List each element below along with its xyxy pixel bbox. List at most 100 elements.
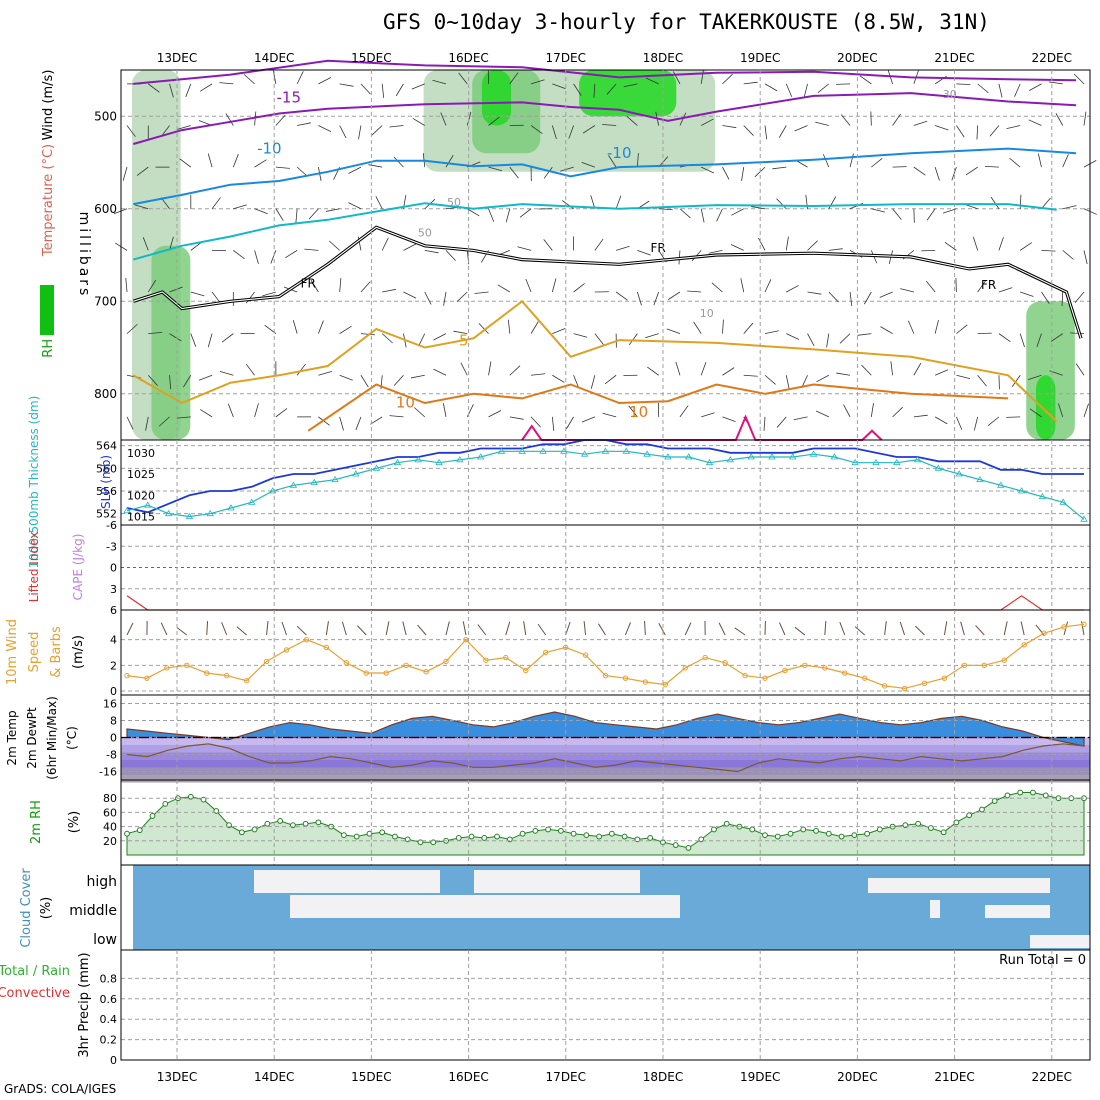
wind-barb	[807, 240, 818, 251]
wind-barb	[815, 410, 829, 418]
wind-barb	[232, 153, 239, 168]
precip-tick-label: 0.2	[100, 1034, 118, 1047]
wind-barb	[1083, 403, 1089, 418]
thickness-point	[747, 453, 755, 460]
wind-barb	[693, 321, 702, 334]
wind-speed-point	[582, 652, 589, 658]
wind-barb	[839, 333, 851, 344]
wind-barb	[254, 208, 268, 215]
thickness-point	[310, 478, 318, 485]
wind-barb	[519, 208, 532, 218]
top-day-label: 22DEC	[1032, 51, 1072, 65]
wind-barb	[254, 403, 259, 417]
rh-point	[417, 839, 424, 846]
thickness-point	[227, 504, 235, 511]
rh-point	[787, 830, 794, 837]
wind-speed-point	[622, 675, 629, 681]
wind-barb	[474, 291, 489, 294]
temp-band	[121, 745, 1090, 753]
wind-barb-10m	[356, 625, 367, 636]
wind-barb	[880, 326, 893, 334]
wind-barb	[913, 166, 926, 176]
wind-barb-10m	[975, 625, 985, 636]
wind-barb	[530, 321, 539, 334]
wind-barb	[1058, 403, 1064, 417]
wind-barb-10m	[1003, 621, 1008, 636]
wind-speed-point	[822, 665, 828, 671]
wind-barb-10m	[296, 625, 307, 636]
wind-barb	[786, 333, 800, 340]
wind-barb	[190, 241, 203, 251]
wind-barb	[637, 249, 651, 256]
wind-barb	[445, 154, 454, 168]
wind-barb-10m	[824, 621, 827, 636]
wind-barb	[666, 328, 681, 335]
wind-speed-point	[921, 680, 928, 686]
wind-barb	[708, 249, 723, 254]
wind-barb	[722, 367, 735, 376]
slp-tick-label: 1020	[127, 489, 155, 502]
contour-label: 50	[418, 227, 432, 240]
thickness-point	[144, 501, 152, 508]
wind-barb	[509, 416, 524, 420]
wind-barb-10m	[734, 627, 746, 636]
rh-point	[251, 826, 258, 833]
rh-tick-label: 40	[103, 821, 117, 834]
top-day-label: 18DEC	[643, 51, 683, 65]
contour-label: -15	[277, 88, 302, 106]
li-tick-label: 0	[110, 562, 117, 575]
wind-speed-point	[881, 683, 888, 689]
wind-barb	[1014, 83, 1021, 97]
wind-barb	[785, 83, 793, 97]
pressure-tick-label: 700	[94, 294, 117, 308]
wind-barb	[169, 286, 183, 293]
wind-speed-point	[842, 670, 848, 676]
wind-barb	[125, 278, 128, 293]
wind-barb	[590, 375, 596, 389]
wind-barb	[857, 333, 872, 336]
wind-barb	[1083, 111, 1087, 126]
wind-barb	[339, 374, 353, 381]
rh-point	[825, 830, 832, 837]
wind-barb	[573, 333, 588, 338]
wind-barb	[1050, 333, 1063, 342]
wind-barb	[1020, 291, 1034, 297]
wind-barb	[458, 72, 468, 85]
wind-speed-point	[403, 662, 409, 669]
isotherm-5	[132, 299, 1058, 423]
wind-barb	[433, 333, 447, 341]
wind-barb	[445, 250, 456, 261]
wind-barb	[318, 371, 332, 376]
wind-barb	[573, 83, 582, 96]
rh-moisture-zone	[1035, 375, 1056, 440]
wind-barb	[551, 125, 557, 140]
wind-barb	[935, 125, 949, 131]
thickness-point	[331, 475, 339, 483]
wind-barb-10m	[417, 624, 427, 636]
thickness-tick-label: 556	[96, 485, 117, 498]
wind-barb	[998, 333, 1011, 342]
rh-point	[876, 826, 883, 833]
wind-barb-10m	[794, 626, 806, 636]
thickness-point	[289, 481, 298, 488]
wind-barb	[623, 83, 638, 88]
wind-barb	[211, 197, 221, 209]
ylabel-wind10: Speed	[27, 632, 42, 673]
thickness-point	[352, 470, 360, 477]
wind-barb	[1069, 332, 1085, 335]
rh-point	[557, 827, 564, 834]
rh-moisture-zone	[151, 245, 191, 440]
wind-barb	[227, 403, 234, 418]
ylabel-wind10: 10m Wind	[5, 619, 20, 685]
wind-barb	[509, 166, 519, 179]
thickness-line	[126, 450, 1085, 520]
cloud-level-label: middle	[69, 903, 117, 919]
wind-barb	[531, 373, 546, 376]
cloud-block	[474, 870, 640, 893]
wind-barb	[552, 328, 566, 334]
wind-barb	[355, 416, 362, 431]
thickness-tick-label: 560	[96, 462, 117, 475]
thickness-tick-label: 552	[96, 508, 117, 521]
wind-barb	[148, 332, 163, 335]
wind-barb	[1041, 291, 1050, 304]
